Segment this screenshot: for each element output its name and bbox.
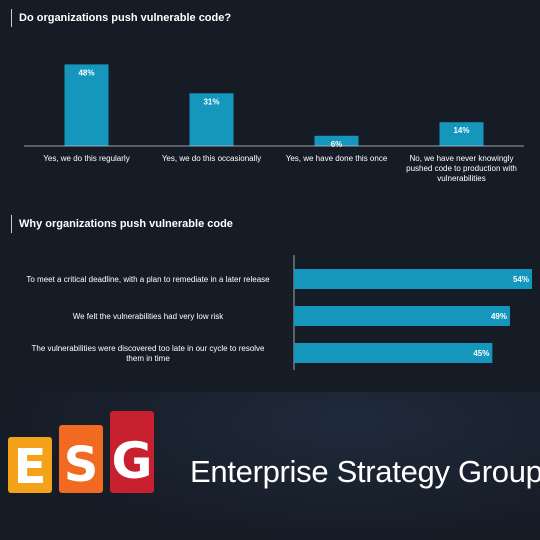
- logo-letter-e: E: [8, 437, 52, 493]
- hbar-1: [294, 269, 532, 289]
- hbar-3: [294, 343, 493, 363]
- vertical-bar-chart: 48% Yes, we do this regularly 31% Yes, we d…: [24, 64, 524, 183]
- category-label: vulnerabilities: [437, 174, 485, 183]
- category-label: pushed code to production with: [406, 164, 517, 173]
- bar-value-label: 14%: [453, 126, 469, 135]
- category-label: Yes, we have done this once: [286, 154, 388, 163]
- bar-2: [189, 93, 234, 146]
- hbar-value-label: 49%: [491, 312, 507, 321]
- hbar-category-label: The vulnerabilities were discovered too …: [31, 344, 265, 353]
- hbar-category-label: them in time: [126, 354, 170, 363]
- hbar-value-label: 54%: [513, 275, 529, 284]
- logo-letter-g: G: [110, 411, 154, 493]
- bar-4: [439, 122, 484, 146]
- bar-value-label: 6%: [331, 140, 343, 149]
- chart1-title: Do organizations push vulnerable code?: [11, 9, 231, 27]
- bar-3: [314, 135, 359, 146]
- chart2-title: Why organizations push vulnerable code: [11, 215, 233, 233]
- category-label: No, we have never knowingly: [409, 154, 513, 163]
- bar-value-label: 31%: [203, 97, 219, 106]
- category-label: Yes, we do this regularly: [43, 154, 129, 163]
- company-name: Enterprise Strategy Group: [190, 454, 540, 489]
- hbar-value-label: 45%: [473, 349, 489, 358]
- hbar-category-label: We felt the vulnerabilities had very low…: [73, 312, 225, 321]
- hbar-category-label: To meet a critical deadline, with a plan…: [26, 275, 270, 284]
- hbar-2: [294, 306, 510, 326]
- bar-value-label: 48%: [78, 68, 94, 77]
- horizontal-bar-chart: 54% To meet a critical deadline, with a p…: [26, 255, 532, 370]
- bar-1: [64, 64, 109, 146]
- category-label: Yes, we do this occasionally: [162, 154, 261, 163]
- logo-letter-s: S: [59, 425, 103, 493]
